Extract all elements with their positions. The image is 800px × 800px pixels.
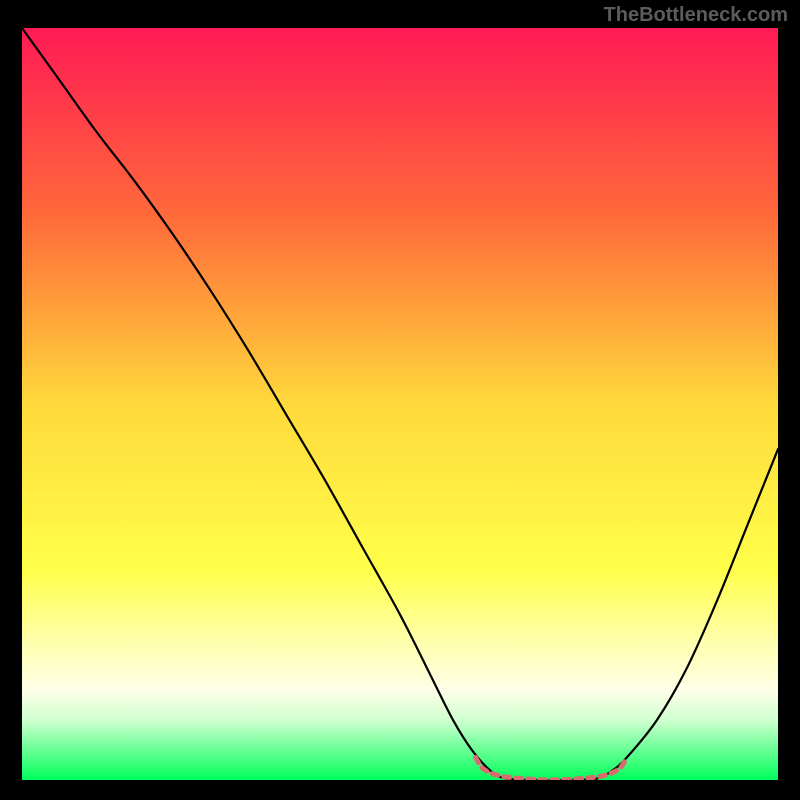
chart-svg xyxy=(22,28,778,780)
bottleneck-chart xyxy=(22,28,778,780)
chart-background xyxy=(22,28,778,780)
watermark-text: TheBottleneck.com xyxy=(604,4,788,27)
